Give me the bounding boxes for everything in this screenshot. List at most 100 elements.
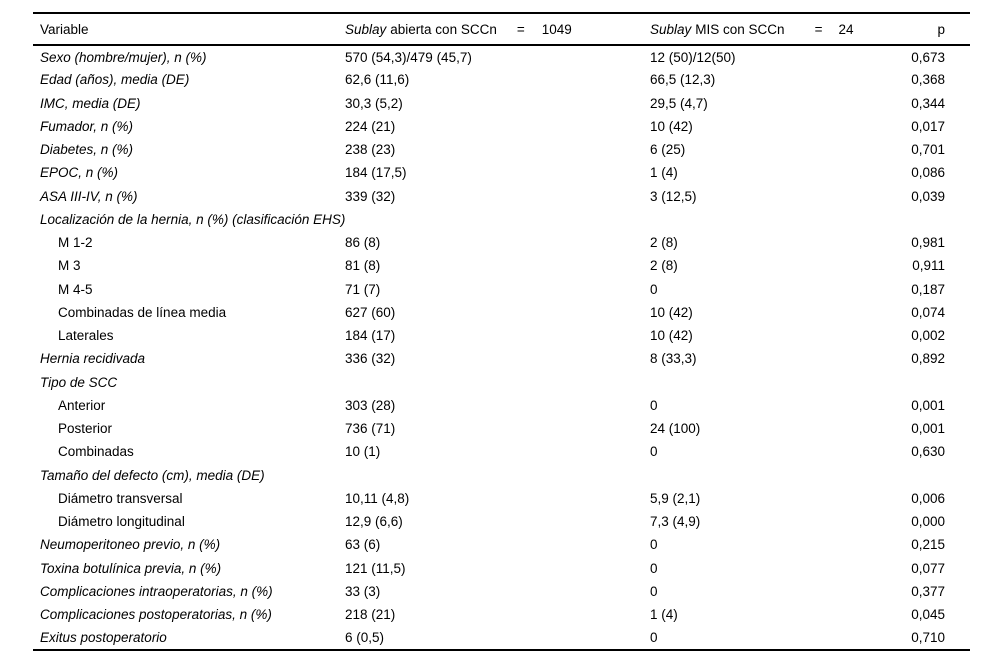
cell-p-value: [870, 464, 970, 487]
mis-sublay-italic-label: Sublay: [650, 21, 692, 37]
cell-open-sublay-value: 627 (60): [345, 304, 396, 320]
column-header-open-sublay: Sublay abierta con SCCn = 1049: [345, 13, 650, 45]
cell-open-sublay-value: 238 (23): [345, 142, 396, 158]
cell-open-sublay-value: 224 (21): [345, 118, 396, 134]
cell-mis-sublay-value: 3 (12,5): [650, 188, 697, 204]
table-row: Localización de la hernia, n (%) (clasif…: [33, 208, 970, 231]
table-row: M 3 81 (8) 2 (8) 0,911: [33, 254, 970, 277]
column-header-p-value: p: [870, 13, 970, 45]
cell-p-value: 0,701: [911, 142, 945, 158]
table-row: Complicaciones postoperatorias, n (%) 218…: [33, 603, 970, 626]
cell-open-sublay-value: 218 (21): [345, 607, 396, 623]
cell-open-sublay-value: [345, 208, 650, 231]
cell-mis-sublay-value: 0: [650, 281, 658, 297]
table-row: Combinadas 10 (1) 0 0,630: [33, 440, 970, 463]
cell-mis-sublay-value: 2 (8): [650, 258, 678, 274]
table-row: Diámetro longitudinal 12,9 (6,6) 7,3 (4,9)…: [33, 510, 970, 533]
table-row: Tamaño del defecto (cm), media (DE): [33, 464, 970, 487]
cell-p-value: 0,045: [911, 607, 945, 623]
mis-sublay-equals-sign: =: [814, 21, 823, 37]
table-row: M 4-5 71 (7) 0 0,187: [33, 278, 970, 301]
table-row: Edad (años), media (DE) 62,6 (11,6) 66,5 (…: [33, 68, 970, 91]
cell-variable: ASA III-IV, n (%): [40, 188, 138, 204]
cell-p-value: 0,001: [911, 421, 945, 437]
cell-variable: Fumador, n (%): [40, 118, 134, 134]
cell-mis-sublay-value: 10 (42): [650, 118, 693, 134]
cell-mis-sublay-value: 8 (33,3): [650, 351, 697, 367]
cell-p-value: 0,673: [911, 49, 945, 65]
open-sublay-n-value: 1049: [541, 21, 572, 37]
mis-sublay-n-value: 24: [838, 21, 854, 37]
cell-p-value: 0,039: [911, 188, 945, 204]
table-row: Laterales 184 (17) 10 (42) 0,002: [33, 324, 970, 347]
cell-variable: Combinadas de línea media: [58, 304, 227, 320]
cell-mis-sublay-value: [650, 371, 870, 394]
cell-p-value: [870, 371, 970, 394]
cell-mis-sublay-value: 0: [650, 397, 658, 413]
table-row: Diámetro transversal 10,11 (4,8) 5,9 (2,1)…: [33, 487, 970, 510]
cell-open-sublay-value: 30,3 (5,2): [345, 95, 403, 111]
cell-open-sublay-value: 6 (0,5): [345, 629, 385, 645]
cell-p-value: 0,215: [911, 537, 945, 553]
cell-variable: M 4-5: [58, 281, 93, 297]
cell-mis-sublay-value: 1 (4): [650, 165, 678, 181]
cell-mis-sublay-value: 0: [650, 444, 658, 460]
cell-mis-sublay-value: [650, 464, 870, 487]
cell-open-sublay-value: 81 (8): [345, 258, 381, 274]
table-row: Fumador, n (%) 224 (21) 10 (42) 0,017: [33, 115, 970, 138]
table-header: Variable Sublay abierta con SCCn = 1049 Sub…: [33, 13, 970, 45]
cell-p-value: 0,002: [911, 328, 945, 344]
cell-variable: Anterior: [58, 397, 106, 413]
cell-mis-sublay-value: 66,5 (12,3): [650, 72, 716, 88]
cell-variable: Edad (años), media (DE): [40, 72, 190, 88]
cell-variable: Complicaciones intraoperatorias, n (%): [40, 583, 273, 599]
cell-variable: Localización de la hernia, n (%) (clasif…: [40, 211, 346, 227]
cell-variable: M 1-2: [58, 235, 93, 251]
cell-p-value: 0,077: [911, 560, 945, 576]
open-sublay-italic-label: Sublay: [345, 21, 387, 37]
cell-open-sublay-value: 184 (17): [345, 328, 396, 344]
cell-p-value: 0,892: [911, 351, 945, 367]
cell-variable: Toxina botulínica previa, n (%): [40, 560, 222, 576]
table-body: Sexo (hombre/mujer), n (%) 570 (54,3)/479…: [33, 45, 970, 650]
column-header-p-label: p: [937, 21, 945, 37]
cell-open-sublay-value: 339 (32): [345, 188, 396, 204]
cell-open-sublay-value: 303 (28): [345, 397, 396, 413]
cell-mis-sublay-value: 0: [650, 583, 658, 599]
cell-open-sublay-value: [345, 371, 650, 394]
cell-open-sublay-value: 63 (6): [345, 537, 381, 553]
cell-variable: Hernia recidivada: [40, 351, 146, 367]
cell-variable: M 3: [58, 258, 81, 274]
cell-mis-sublay-value: 5,9 (2,1): [650, 490, 701, 506]
cell-mis-sublay-value: 0: [650, 560, 658, 576]
table-row: Exitus postoperatorio 6 (0,5) 0 0,710: [33, 626, 970, 649]
cell-variable: Posterior: [58, 421, 113, 437]
cell-open-sublay-value: [345, 464, 650, 487]
cell-open-sublay-value: 33 (3): [345, 583, 381, 599]
cell-p-value: 0,368: [911, 72, 945, 88]
cell-p-value: 0,377: [911, 583, 945, 599]
column-header-mis-sublay: Sublay MIS con SCCn = 24: [650, 13, 870, 45]
cell-p-value: 0,006: [911, 490, 945, 506]
cell-mis-sublay-value: 12 (50)/12(50): [650, 49, 736, 65]
cell-p-value: 0,344: [911, 95, 945, 111]
cell-open-sublay-value: 570 (54,3)/479 (45,7): [345, 49, 472, 65]
cell-p-value: 0,187: [911, 281, 945, 297]
table-row: M 1-2 86 (8) 2 (8) 0,981: [33, 231, 970, 254]
table-row: EPOC, n (%) 184 (17,5) 1 (4) 0,086: [33, 161, 970, 184]
comparison-table: Variable Sublay abierta con SCCn = 1049 Sub…: [33, 12, 970, 651]
cell-variable: Laterales: [58, 328, 114, 344]
open-sublay-equals-sign: =: [516, 21, 525, 37]
table-row: Hernia recidivada 336 (32) 8 (33,3) 0,892: [33, 347, 970, 370]
table-row: Toxina botulínica previa, n (%) 121 (11,5…: [33, 557, 970, 580]
cell-p-value: 0,001: [911, 397, 945, 413]
cell-p-value: 0,086: [911, 165, 945, 181]
table-row: Posterior 736 (71) 24 (100) 0,001: [33, 417, 970, 440]
cell-p-value: 0,981: [911, 235, 945, 251]
cell-p-value: 0,017: [911, 118, 945, 134]
table-row: Tipo de SCC: [33, 371, 970, 394]
cell-p-value: [870, 208, 970, 231]
cell-variable: Complicaciones postoperatorias, n (%): [40, 607, 272, 623]
cell-open-sublay-value: 121 (11,5): [345, 560, 406, 576]
